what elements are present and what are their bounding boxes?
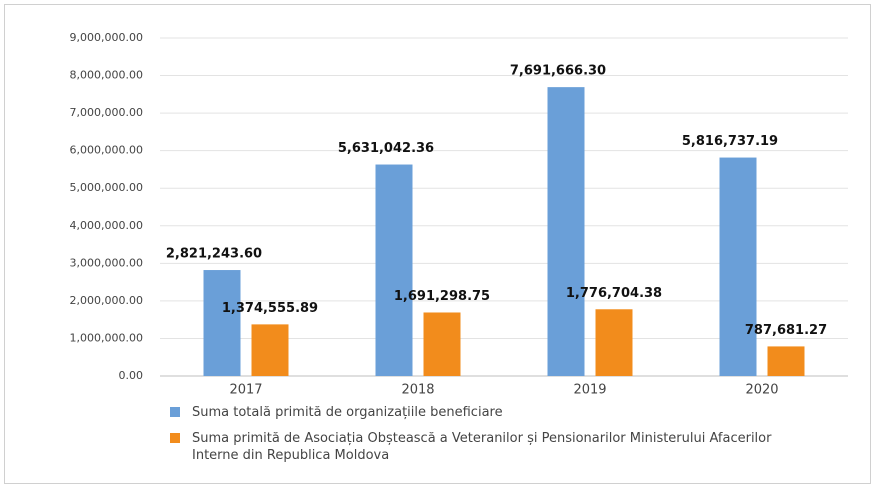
y-tick-label: 4,000,000.00: [70, 219, 143, 232]
legend-swatch: [170, 407, 180, 417]
legend-label: Suma totală primită de organizațiile ben…: [192, 405, 503, 420]
y-tick-label: 1,000,000.00: [70, 331, 143, 344]
legend-item: Suma totală primită de organizațiile ben…: [170, 404, 810, 421]
value-label: 1,374,555.89: [222, 301, 318, 316]
value-label: 1,776,704.38: [566, 286, 662, 301]
x-tick-label: 2020: [745, 383, 778, 398]
bar: [767, 346, 805, 376]
y-tick-label: 8,000,000.00: [70, 69, 143, 82]
y-tick-label: 0.00: [119, 369, 144, 382]
bar: [251, 324, 289, 376]
value-label: 5,816,737.19: [682, 134, 778, 149]
y-tick-label: 9,000,000.00: [70, 31, 143, 44]
legend-label: Suma primită de Asociația Obștească a Ve…: [192, 431, 772, 463]
bar: [423, 312, 461, 376]
chart-border: [4, 4, 871, 484]
value-label: 787,681.27: [745, 323, 827, 338]
x-tick-label: 2018: [401, 383, 434, 398]
bar: [595, 309, 633, 376]
x-tick-label: 2019: [573, 383, 606, 398]
legend-swatch: [170, 433, 180, 443]
value-label: 7,691,666.30: [510, 64, 606, 79]
y-tick-label: 6,000,000.00: [70, 144, 143, 157]
bar: [203, 270, 241, 376]
y-tick-label: 2,000,000.00: [70, 294, 143, 307]
legend-item: Suma primită de Asociația Obștească a Ve…: [170, 430, 810, 464]
bar: [719, 157, 757, 376]
legend: Suma totală primită de organizațiile ben…: [170, 404, 810, 473]
x-tick-label: 2017: [229, 383, 262, 398]
value-label: 1,691,298.75: [394, 289, 490, 304]
value-label: 5,631,042.36: [338, 141, 434, 156]
y-tick-label: 3,000,000.00: [70, 256, 143, 269]
y-tick-label: 7,000,000.00: [70, 106, 143, 119]
y-tick-label: 5,000,000.00: [70, 181, 143, 194]
value-label: 2,821,243.60: [166, 247, 262, 262]
bar: [375, 164, 413, 376]
bar: [547, 87, 585, 377]
